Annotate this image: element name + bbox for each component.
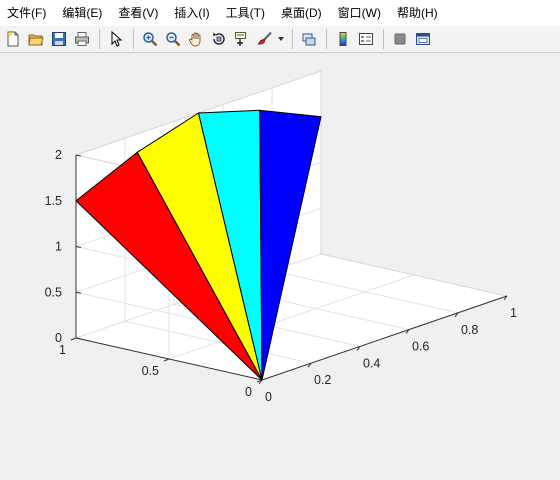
select-arrow-icon[interactable] xyxy=(105,28,127,50)
menu-window[interactable]: 窗口(W) xyxy=(337,6,381,20)
menu-file[interactable]: 文件(F) xyxy=(7,6,47,20)
x-tick-label: 1 xyxy=(510,306,517,320)
x-tick-label: 0.2 xyxy=(314,373,331,387)
x-tick-label: 0.4 xyxy=(363,356,380,370)
colorbar-icon[interactable] xyxy=(332,28,354,50)
menu-tools[interactable]: 工具(T) xyxy=(225,6,265,20)
menu-insert[interactable]: 插入(I) xyxy=(174,6,210,20)
x-tick-label: 0 xyxy=(265,390,272,404)
z-tick-label: 0.5 xyxy=(45,285,62,299)
z-tick xyxy=(75,246,82,248)
x-tick xyxy=(503,295,508,301)
y-tick xyxy=(163,358,170,362)
print-icon[interactable] xyxy=(71,28,93,50)
new-figure-icon[interactable] xyxy=(2,28,24,50)
y-tick-label: 0 xyxy=(245,385,252,399)
x-tick-label: 0.6 xyxy=(412,340,429,354)
x-tick-label: 0.8 xyxy=(461,323,478,337)
z-tick-label: 0 xyxy=(55,331,62,345)
y-tick xyxy=(70,337,77,341)
x-axis-line xyxy=(261,295,508,381)
x-tick xyxy=(454,312,459,318)
y-tick-label: 0.5 xyxy=(142,364,159,378)
chevron-down-icon[interactable] xyxy=(277,28,285,50)
open-file-icon[interactable] xyxy=(25,28,47,50)
menu-desktop[interactable]: 桌面(D) xyxy=(280,6,322,20)
zoom-out-icon[interactable] xyxy=(162,28,184,50)
menu-bar: 文件(F) 编辑(E) 查看(V) 插入(I) 工具(T) 桌面(D) 窗口(W… xyxy=(0,0,560,26)
menu-edit[interactable]: 编辑(E) xyxy=(62,6,103,20)
brush-icon[interactable] xyxy=(254,28,276,50)
z-tick-label: 2 xyxy=(55,148,62,162)
toolbar-separator xyxy=(383,29,384,49)
link-plot-icon[interactable] xyxy=(298,28,320,50)
data-cursor-icon[interactable] xyxy=(231,28,253,50)
z-tick xyxy=(75,337,82,340)
x-tick xyxy=(307,362,312,368)
rotate-3d-icon[interactable] xyxy=(208,28,230,50)
toolbar-separator xyxy=(326,29,327,49)
menu-help[interactable]: 帮助(H) xyxy=(396,6,438,20)
patch-blue xyxy=(259,109,322,381)
z-tick-label: 1.5 xyxy=(45,194,62,208)
menu-view[interactable]: 查看(V) xyxy=(118,6,159,20)
zoom-in-icon[interactable] xyxy=(139,28,161,50)
legend-icon[interactable] xyxy=(355,28,377,50)
hide-plot-tools-icon[interactable] xyxy=(389,28,411,50)
toolbar-separator xyxy=(292,29,293,49)
x-tick xyxy=(356,346,361,351)
y-tick xyxy=(256,379,263,383)
save-icon[interactable] xyxy=(48,28,70,50)
show-plot-tools-icon[interactable] xyxy=(412,28,434,50)
x-tick xyxy=(405,329,410,334)
grid-line xyxy=(168,274,415,360)
z-tick-label: 1 xyxy=(55,240,62,254)
pan-hand-icon[interactable] xyxy=(185,28,207,50)
toolbar-separator xyxy=(133,29,134,49)
z-tick xyxy=(75,154,82,157)
figure-canvas[interactable]: 0 0.2 0.4 0.6 0.8 1 0 0.5 1 0 0.5 1 1.5 2 xyxy=(0,54,560,475)
y-tick-label: 1 xyxy=(59,343,66,357)
box-edge xyxy=(320,253,508,297)
toolbar-separator xyxy=(99,29,100,49)
z-tick xyxy=(75,291,82,294)
figure-toolbar xyxy=(0,26,560,53)
